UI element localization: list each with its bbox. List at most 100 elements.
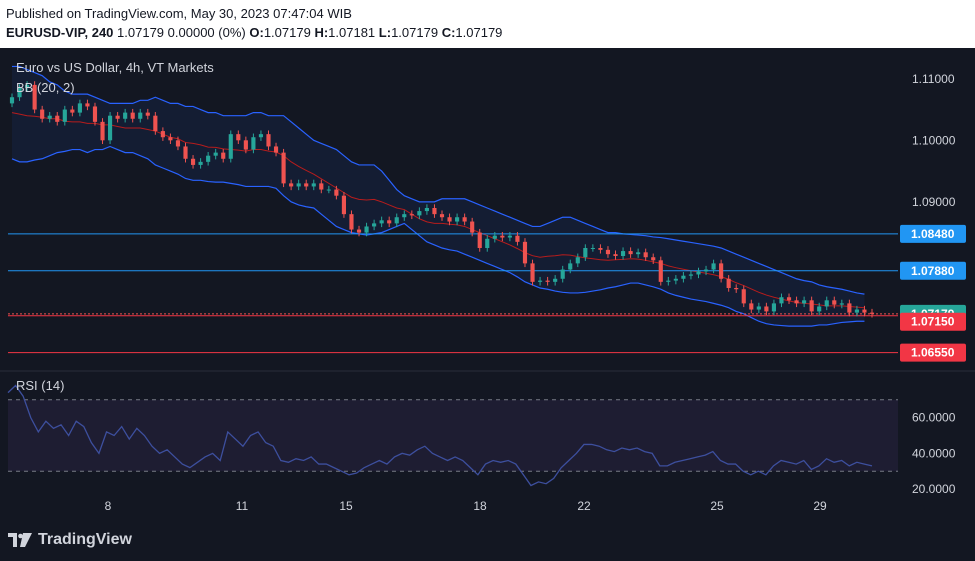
candle-body-80 xyxy=(613,254,618,256)
candle-body-72 xyxy=(553,278,558,282)
candle-body-94 xyxy=(719,263,724,279)
candle-body-51 xyxy=(394,217,399,224)
candle-body-103 xyxy=(786,297,792,301)
candle-body-61 xyxy=(470,221,475,233)
candle-body-50 xyxy=(387,220,392,224)
price-label-3: 1.07150 xyxy=(911,315,955,329)
candle-body-113 xyxy=(862,309,867,313)
time-tick-1: 11 xyxy=(236,499,249,513)
published-text: Published on TradingView.com, May 30, 20… xyxy=(6,6,352,21)
symbol-label: EURUSD-VIP, 240 xyxy=(6,25,114,40)
price-label-4: 1.06550 xyxy=(911,346,955,360)
candle-body-17 xyxy=(138,112,143,119)
footer-bar: TradingView xyxy=(0,518,975,561)
candle-body-93 xyxy=(711,263,716,270)
candle-body-99 xyxy=(756,306,761,310)
chart-area[interactable]: 1.110001.100001.090001.078801.084801.078… xyxy=(0,48,975,518)
rsi-tick-0: 60.0000 xyxy=(912,411,956,425)
candle-body-24 xyxy=(190,158,196,165)
ohlc-line: EURUSD-VIP, 240 1.07179 0.00000 (0%) O:1… xyxy=(6,23,975,43)
candle-body-69 xyxy=(530,263,535,282)
price-change: 0.00000 (0%) xyxy=(167,25,246,40)
candle-body-111 xyxy=(847,303,852,313)
price-label-0: 1.08480 xyxy=(911,227,955,241)
candle-body-27 xyxy=(213,152,218,156)
candle-body-81 xyxy=(620,251,626,256)
candle-body-40 xyxy=(311,183,316,187)
rsi-tick-2: 20.0000 xyxy=(912,482,956,496)
candle-body-85 xyxy=(651,257,656,261)
candle-body-9 xyxy=(77,103,82,113)
bb-indicator-label[interactable]: BB (20, 2) xyxy=(16,80,75,95)
candle-body-52 xyxy=(402,214,407,218)
candle-body-79 xyxy=(605,249,611,255)
candle-body-66 xyxy=(507,235,512,238)
candle-body-33 xyxy=(258,134,264,138)
rsi-indicator-label[interactable]: RSI (14) xyxy=(16,378,65,393)
price-tick-2: 1.09000 xyxy=(912,195,956,209)
close-value: 1.07179 xyxy=(455,25,503,40)
candle-body-88 xyxy=(673,278,678,281)
price-chart[interactable]: 1.110001.100001.090001.078801.084801.078… xyxy=(0,48,975,518)
candle-body-53 xyxy=(409,214,414,216)
low-label: L: xyxy=(378,25,392,40)
candle-body-35 xyxy=(273,146,279,153)
candle-body-108 xyxy=(824,300,829,307)
candle-body-46 xyxy=(356,229,362,233)
candle-body-106 xyxy=(809,300,814,312)
price-label-box-3 xyxy=(900,312,966,331)
candle-body-90 xyxy=(688,274,694,276)
candle-body-105 xyxy=(802,300,807,304)
candle-body-21 xyxy=(168,137,173,141)
rsi-tick-1: 40.0000 xyxy=(912,446,956,460)
candle-body-14 xyxy=(115,115,120,119)
candle-body-92 xyxy=(703,269,709,272)
rsi-line xyxy=(7,384,873,487)
candle-body-34 xyxy=(266,134,271,147)
candle-body-5 xyxy=(47,115,52,119)
candle-body-101 xyxy=(771,303,777,312)
candle-body-32 xyxy=(251,137,256,150)
candle-body-8 xyxy=(70,109,75,113)
candle-body-29 xyxy=(228,134,233,159)
bb-lower-line xyxy=(11,145,865,327)
price-tick-1: 1.10000 xyxy=(912,133,956,147)
candle-body-22 xyxy=(175,140,181,147)
candle-body-91 xyxy=(696,271,701,275)
candle-body-31 xyxy=(243,140,248,150)
open-label: O: xyxy=(249,25,264,40)
candle-body-38 xyxy=(296,183,301,187)
candle-body-19 xyxy=(153,115,158,132)
candle-body-102 xyxy=(779,297,784,304)
candle-body-37 xyxy=(289,183,294,187)
candle-body-97 xyxy=(741,289,746,304)
tradingview-logo-icon xyxy=(8,533,32,547)
candle-body-83 xyxy=(636,252,641,255)
candle-body-48 xyxy=(372,223,377,227)
time-tick-3: 18 xyxy=(473,499,487,513)
tradingview-brand: TradingView xyxy=(38,531,132,548)
candle-body-36 xyxy=(281,152,286,184)
candle-body-59 xyxy=(455,217,460,222)
chart-legend: Euro vs US Dollar, 4h, VT Markets BB (20… xyxy=(16,58,214,98)
candle-body-67 xyxy=(515,235,520,242)
high-label: H: xyxy=(314,25,329,40)
candle-body-73 xyxy=(560,269,565,279)
candle-body-112 xyxy=(854,309,859,313)
tradingview-logo[interactable]: TradingView xyxy=(8,531,132,549)
rsi-background-band xyxy=(8,399,898,472)
candle-body-13 xyxy=(107,115,113,141)
candle-body-86 xyxy=(658,260,663,282)
price-label-box-1 xyxy=(900,261,966,280)
close-label: C: xyxy=(441,25,456,40)
candle-body-3 xyxy=(32,84,37,110)
price-label-box-0 xyxy=(900,224,966,243)
candle-body-56 xyxy=(432,208,437,215)
candle-body-74 xyxy=(568,263,573,270)
price-label-1: 1.07880 xyxy=(911,264,955,278)
candle-body-98 xyxy=(749,303,754,310)
candle-body-43 xyxy=(334,189,339,196)
candle-body-68 xyxy=(522,241,528,264)
candle-body-28 xyxy=(221,152,226,159)
candle-body-84 xyxy=(643,252,648,258)
